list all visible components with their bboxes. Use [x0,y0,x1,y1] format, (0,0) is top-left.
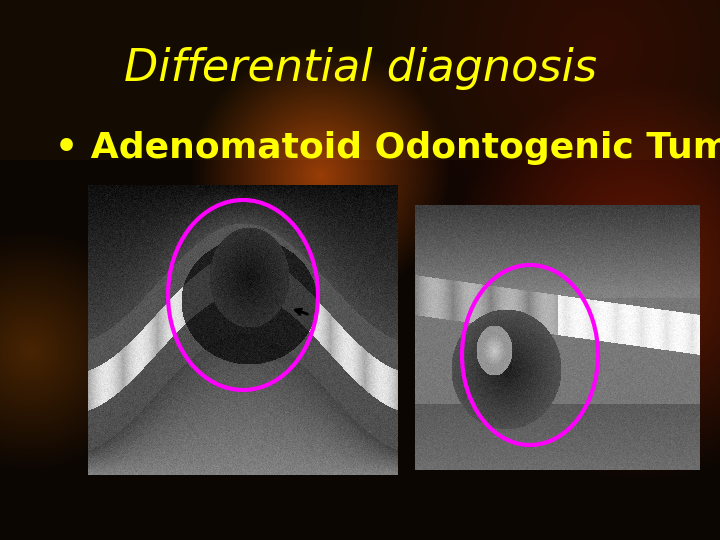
Text: Differential diagnosis: Differential diagnosis [124,46,596,90]
Text: • Adenomatoid Odontogenic Tumor (AOT): • Adenomatoid Odontogenic Tumor (AOT) [55,131,720,165]
